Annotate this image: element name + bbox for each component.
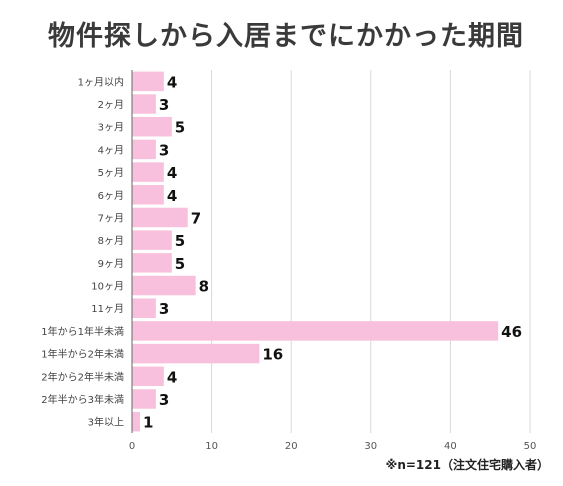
x-tick-label: 40 [444,441,457,452]
x-tick-label: 10 [205,441,218,452]
bar [132,366,164,387]
category-label: 11ヶ月 [91,303,124,315]
category-label: 1年から1年半未満 [41,325,124,338]
bar [132,253,172,273]
category-label: 8ヶ月 [98,235,124,247]
bar [132,185,164,205]
value-label: 4 [167,187,177,205]
value-label: 3 [159,141,169,159]
value-label: 4 [167,368,177,386]
category-label: 1年半から2年未満 [41,348,124,361]
value-label: 3 [159,300,169,318]
value-label: 3 [159,391,169,409]
bar [132,298,156,318]
value-label: 5 [175,119,185,137]
category-label: 3年以上 [88,416,124,429]
category-label: 6ヶ月 [98,190,124,202]
value-label: 3 [159,96,169,114]
category-label: 2年半から3年未満 [41,393,124,406]
value-label: 5 [175,255,185,273]
bar [132,321,499,341]
x-tick-label: 30 [364,441,377,452]
x-tick-label: 20 [285,441,298,452]
bar [132,94,156,114]
bar [132,116,172,137]
bar [132,162,164,182]
value-label: 1 [143,414,153,432]
category-label: 4ヶ月 [98,144,124,156]
bar [132,71,164,92]
category-label: 7ヶ月 [98,212,124,224]
category-label: 9ヶ月 [98,258,124,270]
sample-size-footnote: ※n=121（注文住宅購入者） [385,458,549,472]
value-label: 46 [501,323,522,341]
bar [132,343,260,364]
value-label: 4 [167,164,177,182]
value-label: 5 [175,232,185,250]
category-label: 2ヶ月 [98,99,124,111]
category-label: 1ヶ月以内 [78,75,124,88]
bar [132,230,172,250]
bar [132,389,156,409]
chart-title: 物件探しから入居までにかかった期間 [48,21,524,52]
value-label: 4 [167,73,177,91]
category-label: 5ヶ月 [98,167,124,179]
category-label: 2年から2年半未満 [41,370,124,383]
bar [132,411,140,432]
value-label: 8 [199,278,209,296]
x-tick-label: 50 [524,441,537,452]
category-label: 3ヶ月 [98,122,124,134]
bar [132,207,188,228]
value-label: 7 [191,209,201,227]
value-label: 16 [262,346,283,364]
category-label: 10ヶ月 [91,281,124,293]
bar [132,139,156,160]
x-tick-label: 0 [129,441,135,452]
bar [132,275,196,296]
